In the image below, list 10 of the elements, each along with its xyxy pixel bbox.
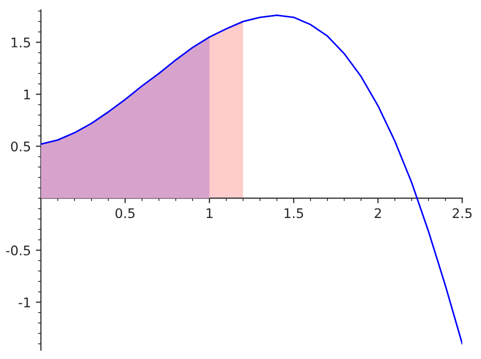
x-tick-label: 0.5 xyxy=(116,208,134,218)
y-tick-label: 1.5 xyxy=(12,38,30,48)
x-tick-label: 2 xyxy=(374,208,381,218)
x-tick-label: 1.5 xyxy=(284,208,304,218)
x-tick-label: 1 xyxy=(206,208,212,218)
y-tick-label: -0.5 xyxy=(6,245,30,256)
y-tick-label: -1 xyxy=(18,298,30,308)
y-tick-label: 0.5 xyxy=(11,141,30,152)
x-tick-label: 2.5 xyxy=(452,208,472,218)
y-tick-label: 1 xyxy=(24,90,30,100)
